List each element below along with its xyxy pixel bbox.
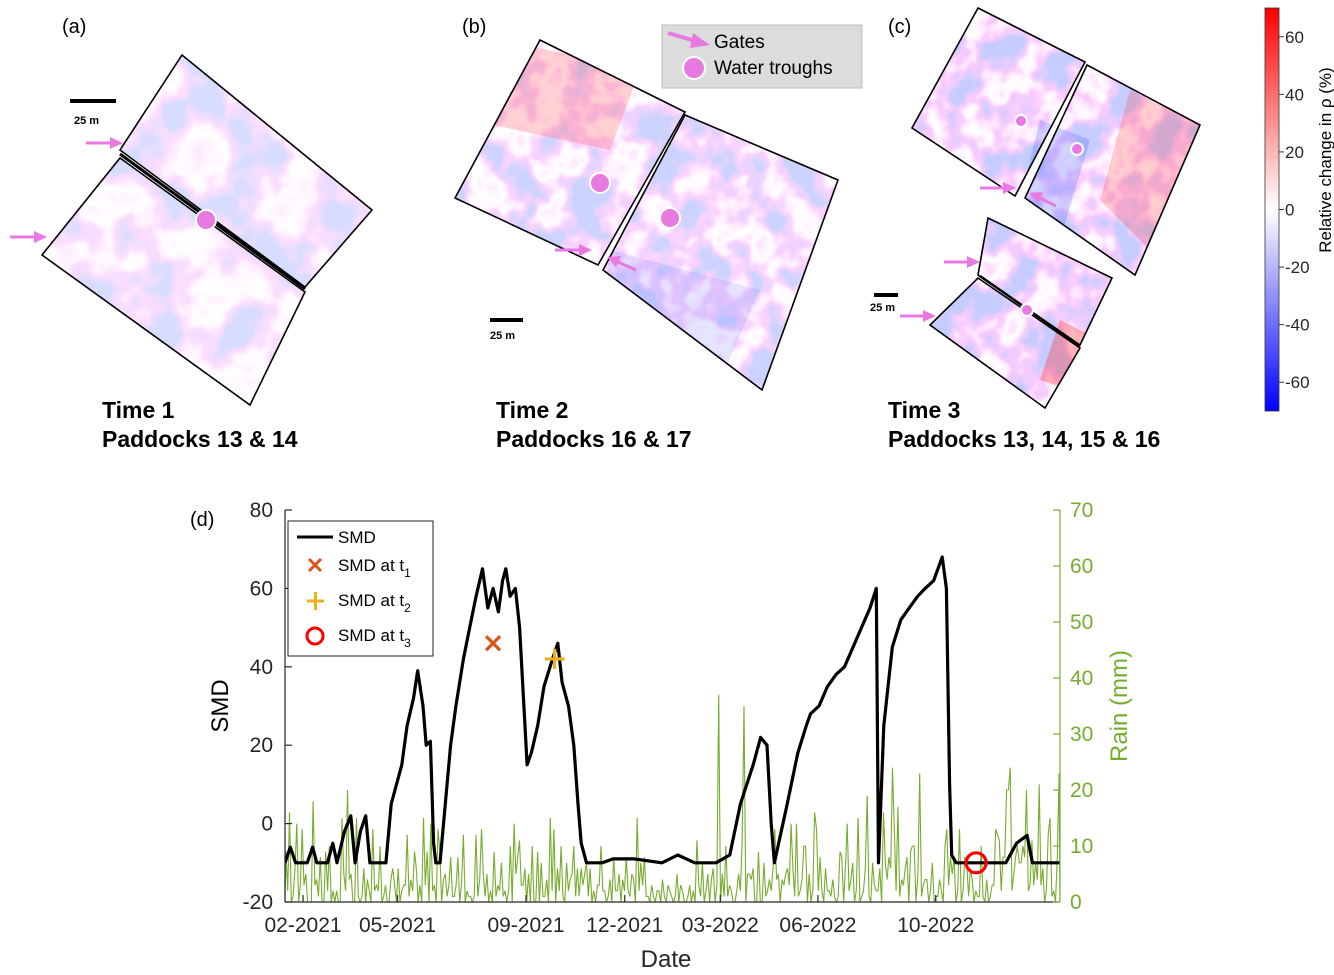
panel-c: (c) 25 m Time 3 Paddocks 1 (870, 6, 1202, 452)
panel-b: (b) 25 m Gates Water troughs Time (453, 16, 863, 452)
y2-axis-label: Rain (mm) (1106, 650, 1133, 762)
y2-tick-label: 30 (1070, 723, 1093, 746)
panel-c-caption-paddocks: Paddocks 13, 14, 15 & 16 (888, 426, 1160, 452)
y2-tick-label: 40 (1070, 667, 1093, 690)
x-tick-label: 10-2022 (897, 914, 974, 937)
water-trough-icon (195, 209, 217, 231)
panel-a-label: (a) (62, 16, 86, 38)
y-tick-label: 0 (261, 813, 273, 836)
colorbar-ticks: 60 40 20 0 -20 -40 -60 (1279, 28, 1310, 392)
water-trough-icon (589, 172, 611, 194)
marker-t2 (544, 648, 565, 669)
y2-tick-label: 60 (1070, 555, 1093, 578)
x-tick-label: 03-2022 (682, 914, 759, 937)
panel-b-outlines (453, 38, 840, 392)
colorbar-tick-label: 0 (1285, 201, 1294, 220)
gate-arrow-icon (607, 256, 637, 272)
panel-b-gates (555, 244, 637, 272)
y-tick-label: 60 (250, 577, 273, 600)
y2-tick-label: 10 (1070, 835, 1093, 858)
colorbar-tick-label: 20 (1285, 143, 1304, 162)
x-tick-label: 06-2022 (779, 914, 856, 937)
smd-series-line (285, 555, 1060, 865)
y2-tick-label: 70 (1070, 499, 1093, 522)
chart-legend: SMD SMD at t1 SMD at t2 SMD at t3 (287, 520, 434, 657)
panel-c-label: (c) (888, 16, 911, 38)
gate-arrow-icon (1029, 192, 1057, 208)
panel-b-scalebar: 25 m (490, 318, 523, 342)
gate-arrow-icon (944, 256, 980, 268)
chart-axes: -20 0 20 40 60 80 0 10 20 30 40 50 60 70 02-2021 05-202… (243, 499, 1094, 937)
panel-c-caption-time: Time 3 (888, 397, 960, 423)
water-trough-icon (1070, 142, 1084, 156)
water-trough-icon (1014, 114, 1028, 128)
x-tick-label: 09-2021 (487, 914, 564, 937)
panel-b-caption-time: Time 2 (496, 397, 568, 423)
panel-a-caption-time: Time 1 (102, 397, 175, 423)
colorbar-tick-label: -20 (1285, 258, 1310, 277)
x-tick-label: 02-2021 (265, 914, 342, 937)
colorbar: 60 40 20 0 -20 -40 -60 Relative change in ρ (%… (1264, 7, 1334, 412)
gate-arrow-icon (980, 182, 1016, 194)
water-trough-icon (682, 56, 706, 80)
panel-d: (d) -20 0 20 40 60 80 0 10 20 30 40 50 60 70 02-2021 05… (190, 499, 1133, 973)
y-tick-label: 80 (250, 499, 273, 522)
y-tick-label: 40 (250, 656, 273, 679)
gate-arrow-icon (900, 310, 936, 322)
panel-a: (a) 25 m Time 1 Paddocks 13 & 14 (10, 16, 374, 452)
panel-b-scale-label: 25 m (490, 330, 515, 342)
panel-c-gates (900, 182, 1057, 322)
panel-a-scale-label: 25 m (74, 115, 99, 127)
y-tick-label: -20 (243, 891, 273, 914)
colorbar-tick-label: 40 (1285, 85, 1304, 104)
panel-c-scalebar: 25 m (870, 293, 898, 314)
gate-arrow-icon (667, 31, 710, 48)
colorbar-tick-label: -40 (1285, 316, 1310, 335)
y2-tick-label: 50 (1070, 611, 1093, 634)
marker-t1 (484, 635, 502, 652)
marker-t3 (964, 851, 988, 875)
rain-series (285, 694, 1060, 902)
colorbar-title: Relative change in ρ (%) (1316, 67, 1334, 252)
y-axis-label: SMD (207, 679, 234, 732)
y2-tick-label: 20 (1070, 779, 1093, 802)
y2-tick-label: 0 (1070, 891, 1082, 914)
colorbar-tick-label: 60 (1285, 28, 1304, 47)
panel-c-outlines (910, 6, 1202, 410)
map-legend: Gates Water troughs (661, 24, 863, 89)
x-tick-label: 05-2021 (359, 914, 436, 937)
legend-plus-icon (307, 592, 324, 610)
colorbar-gradient (1264, 7, 1280, 412)
water-trough-icon (659, 207, 681, 229)
panel-d-label: (d) (190, 509, 214, 531)
gate-arrow-icon (555, 244, 592, 256)
smd-markers (484, 635, 988, 875)
x-axis-label: Date (641, 946, 692, 970)
gate-arrow-icon (86, 137, 123, 149)
panel-c-scale-label: 25 m (870, 302, 895, 314)
map-legend-troughs: Water troughs (714, 58, 833, 79)
panel-b-label: (b) (462, 16, 486, 38)
panel-a-gates (10, 137, 123, 243)
colorbar-tick-label: -60 (1285, 373, 1310, 392)
rain-series-line (285, 694, 1060, 902)
legend-cross-icon (307, 557, 323, 573)
panel-a-scalebar: 25 m (70, 99, 116, 127)
panel-a-caption-paddocks: Paddocks 13 & 14 (102, 426, 298, 452)
legend-smd: SMD (338, 528, 376, 547)
panel-b-caption-paddocks: Paddocks 16 & 17 (496, 426, 692, 452)
gate-arrow-icon (10, 231, 47, 243)
x-tick-label: 12-2021 (586, 914, 663, 937)
map-legend-gates: Gates (714, 32, 765, 53)
water-trough-icon (1020, 303, 1034, 317)
y-tick-label: 20 (250, 734, 273, 757)
legend-circle-icon (305, 626, 325, 646)
